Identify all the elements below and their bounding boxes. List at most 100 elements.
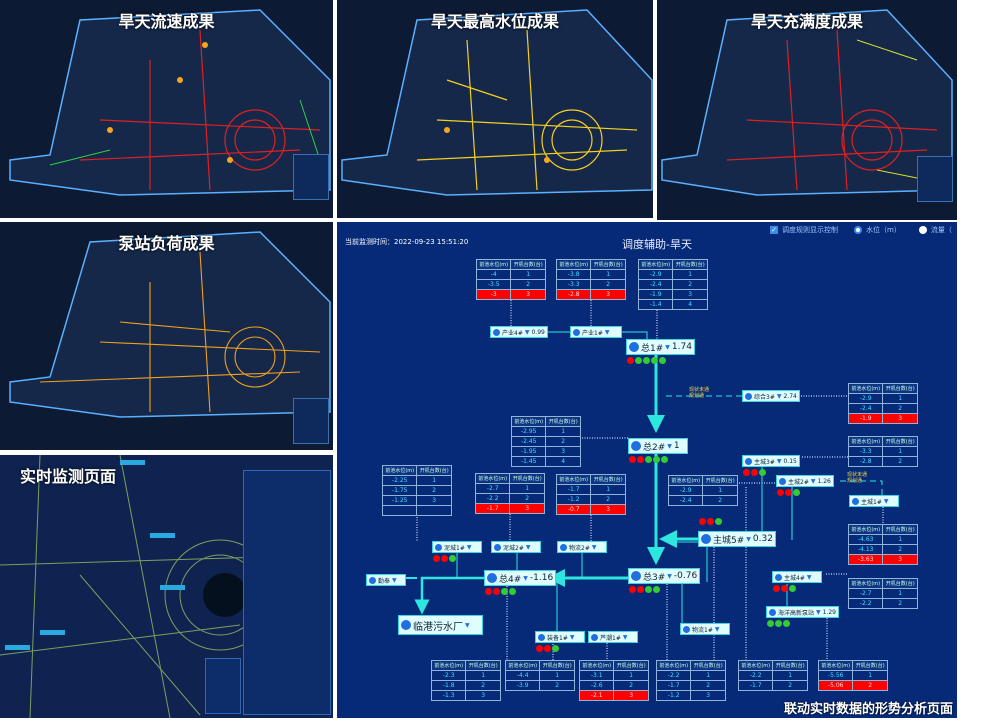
table-row: -1.7 3 bbox=[474, 503, 545, 514]
table-cell bbox=[416, 505, 452, 516]
rule-display-checkbox[interactable]: ✓ bbox=[770, 226, 778, 234]
dropdown-arrow-icon[interactable]: ▼ bbox=[810, 477, 816, 485]
station-node[interactable]: 主城5# ▼ 0.32 bbox=[698, 531, 776, 547]
pump-icon bbox=[701, 534, 711, 544]
table-row: -2.2 2 bbox=[847, 598, 918, 609]
station-node[interactable]: 主城2# ▼ 1.26 bbox=[776, 475, 834, 487]
dropdown-arrow-icon[interactable]: ▼ bbox=[466, 543, 472, 551]
dropdown-arrow-icon[interactable]: ▼ bbox=[667, 442, 672, 450]
dropdown-arrow-icon[interactable]: ▼ bbox=[591, 543, 597, 551]
table-cell: -3 bbox=[475, 289, 512, 300]
station-node[interactable]: 产业1# ▼ bbox=[570, 326, 622, 338]
pump-running-dot bbox=[653, 456, 660, 463]
flow-radio[interactable] bbox=[918, 226, 927, 234]
dropdown-arrow-icon[interactable]: ▼ bbox=[465, 621, 470, 629]
table-cell: 2 bbox=[690, 680, 726, 691]
dropdown-arrow-icon[interactable]: ▼ bbox=[524, 328, 530, 336]
pump-alarm-dot bbox=[536, 645, 543, 652]
station-node[interactable]: 海洋高新泵站 ▼ 1.29 bbox=[766, 606, 839, 618]
table-header: 开机台数(台) bbox=[882, 383, 918, 394]
station-node[interactable]: 芦潮1# ▼ bbox=[588, 631, 638, 643]
table-row: -2.4 2 bbox=[847, 403, 918, 414]
max-water-level-map-panel[interactable]: 旱天最高水位成果 bbox=[337, 0, 653, 218]
station-node[interactable]: 综合3# ▼ 2.74 bbox=[742, 390, 800, 402]
pump-running-dot bbox=[552, 645, 559, 652]
table-header: 开机台数(台) bbox=[882, 524, 918, 535]
table-cell: -2.4 bbox=[847, 403, 884, 414]
map-canvas[interactable] bbox=[0, 0, 333, 218]
map-canvas[interactable] bbox=[0, 222, 333, 450]
table-cell: -3.8 bbox=[555, 269, 592, 280]
pump-threshold-table: 前池水位(m) 开机台数(台) -2.3 1 -1.8 2 -1.3 3 bbox=[430, 660, 501, 701]
pump-load-map-panel[interactable]: 泵站负荷成果 bbox=[0, 222, 333, 450]
station-name: 临港污水厂 bbox=[413, 621, 463, 633]
dropdown-arrow-icon[interactable]: ▼ bbox=[622, 633, 628, 641]
table-row: -2.4 2 bbox=[667, 495, 738, 506]
fullness-map-panel[interactable]: 旱天充满度成果 bbox=[657, 0, 957, 220]
dropdown-arrow-icon[interactable]: ▼ bbox=[569, 633, 575, 641]
table-header: 前池水位(m) bbox=[381, 465, 418, 476]
dropdown-arrow-icon[interactable]: ▼ bbox=[392, 576, 397, 584]
panel-title: 旱天最高水位成果 bbox=[430, 12, 559, 31]
dropdown-arrow-icon[interactable]: ▼ bbox=[776, 392, 782, 400]
map-canvas[interactable] bbox=[337, 0, 653, 218]
station-node[interactable]: 主城3# ▼ 0.15 bbox=[742, 455, 800, 467]
table-row: -1.7 2 bbox=[737, 680, 808, 691]
station-node[interactable]: 勤奉 ▼ bbox=[366, 574, 406, 586]
pump-threshold-table: 前池水位(m) 开机台数(台) -2.95 1 -2.45 2 -1.95 3 -1.45 4 bbox=[510, 416, 581, 467]
table-cell: 1 bbox=[545, 426, 581, 437]
station-node[interactable]: 泥城1# ▼ bbox=[432, 541, 482, 553]
realtime-monitor-panel[interactable]: 实时监测页面 bbox=[0, 455, 333, 718]
station-node[interactable]: 临港污水厂 ▼ bbox=[398, 615, 483, 635]
table-row: -4.63 1 bbox=[847, 534, 918, 545]
dropdown-arrow-icon[interactable]: ▼ bbox=[525, 543, 531, 551]
station-node[interactable]: 装备1# ▼ bbox=[535, 631, 585, 643]
station-node[interactable]: 物流2# ▼ bbox=[557, 541, 607, 553]
pump-running-dot bbox=[661, 456, 668, 463]
station-node[interactable]: 泥城2# ▼ bbox=[491, 541, 541, 553]
station-node[interactable]: 物流1# ▼ bbox=[680, 623, 730, 635]
dropdown-arrow-icon[interactable]: ▼ bbox=[883, 497, 889, 505]
dropdown-arrow-icon[interactable]: ▼ bbox=[604, 328, 610, 336]
dropdown-arrow-icon[interactable]: ▼ bbox=[665, 343, 670, 351]
table-cell: 2 bbox=[590, 279, 626, 290]
station-node[interactable]: 产业4# ▼ 0.99 bbox=[490, 326, 548, 338]
station-node[interactable]: 总3# ▼ -0.76 bbox=[628, 568, 701, 584]
dropdown-arrow-icon[interactable]: ▼ bbox=[523, 574, 528, 582]
station-node[interactable]: 主城1# ▼ bbox=[849, 495, 899, 507]
dropdown-arrow-icon[interactable]: ▼ bbox=[714, 625, 720, 633]
station-value: 0.99 bbox=[531, 328, 545, 336]
dropdown-arrow-icon[interactable]: ▼ bbox=[667, 572, 672, 580]
pump-icon bbox=[631, 571, 641, 581]
dropdown-arrow-icon[interactable]: ▼ bbox=[776, 457, 782, 465]
table-cell: 2 bbox=[590, 494, 626, 505]
dropdown-arrow-icon[interactable]: ▼ bbox=[746, 535, 751, 543]
pump-status-indicators bbox=[743, 469, 766, 476]
table-row: -1.4 4 bbox=[637, 299, 708, 310]
pump-threshold-table: 前池水位(m) 开机台数(台) -4.4 1 -3.9 2 bbox=[504, 660, 575, 691]
table-cell: 3 bbox=[416, 495, 452, 506]
pump-threshold-table: 前池水位(m) 开机台数(台) -2.25 1 -1.75 2 -1.25 3 bbox=[381, 465, 452, 516]
table-cell: -1.7 bbox=[655, 680, 692, 691]
map-canvas[interactable] bbox=[657, 0, 957, 220]
station-node[interactable]: 总4# ▼ -1.16 bbox=[484, 570, 557, 586]
dropdown-arrow-icon[interactable]: ▼ bbox=[806, 573, 812, 581]
pump-icon bbox=[538, 633, 545, 641]
monitor-side-list[interactable] bbox=[243, 470, 331, 715]
table-cell: -3.3 bbox=[555, 279, 592, 290]
station-node[interactable]: 总1# ▼ 1.74 bbox=[626, 339, 695, 355]
table-cell: -2.25 bbox=[381, 475, 418, 486]
station-node[interactable]: 主城4# ▼ bbox=[772, 571, 822, 583]
table-row: -1.2 3 bbox=[655, 690, 726, 701]
station-name: 主城2# bbox=[788, 478, 809, 486]
table-row: -2.3 1 bbox=[430, 670, 501, 681]
flow-velocity-map-panel[interactable]: 旱天流速成果 bbox=[0, 0, 333, 218]
dropdown-arrow-icon[interactable]: ▼ bbox=[816, 608, 821, 616]
table-cell: -4.4 bbox=[504, 670, 541, 681]
table-cell: 1 bbox=[416, 475, 452, 486]
table-cell: 3 bbox=[613, 690, 649, 701]
water-level-radio[interactable] bbox=[854, 226, 862, 234]
station-node[interactable]: 总2# ▼ 1 bbox=[628, 438, 688, 454]
table-cell: -5.56 bbox=[817, 670, 854, 681]
table-cell: -3.1 bbox=[578, 670, 615, 681]
